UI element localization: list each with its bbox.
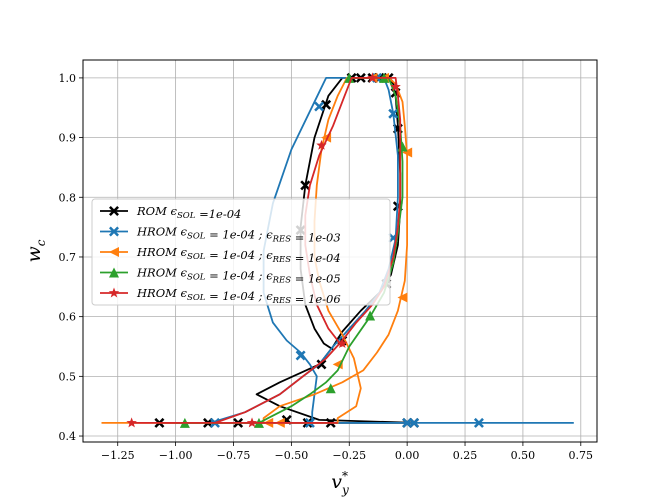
legend-label: HROM ϵSOL = 1e-04 ; ϵRES = 1e-04 (136, 245, 341, 265)
data-point (126, 417, 137, 428)
legend: ROM ϵSOL =1e-04 HROM ϵSOL = 1e-04 ; ϵRES … (91, 198, 391, 306)
x-tick-label: −0.50 (275, 449, 309, 462)
data-point (300, 180, 311, 191)
data-point (388, 108, 399, 119)
data-point (397, 292, 408, 303)
legend-marker (109, 247, 119, 257)
y-tick-label: 1.0 (59, 72, 77, 85)
y-axis-label: wc (23, 239, 48, 262)
data-point (325, 383, 336, 394)
x-tick-label: −1.00 (159, 449, 193, 462)
data-point (365, 310, 376, 321)
y-tick-label: 0.6 (59, 311, 77, 324)
data-point (473, 417, 484, 428)
y-tick-label: 0.8 (59, 191, 77, 204)
x-tick-label: 0.00 (395, 449, 420, 462)
series-layer (101, 72, 574, 428)
data-point (316, 359, 327, 370)
x-tick-label: −1.25 (101, 449, 135, 462)
legend-marker (109, 267, 119, 278)
x-tick-label: −0.75 (217, 449, 251, 462)
legend-label: HROM ϵSOL = 1e-04 ; ϵRES = 1e-06 (136, 286, 341, 306)
data-point (246, 417, 258, 428)
data-point (337, 338, 348, 348)
x-tick-label: 0.50 (511, 449, 536, 462)
data-point (409, 417, 420, 428)
y-tick-label: 0.7 (59, 251, 77, 264)
y-tick-label: 0.4 (59, 430, 77, 443)
x-axis-label: v* y (331, 469, 349, 497)
axis-ticks: −1.25 −1.00 −0.75 −0.50 −0.25 0.00 0.25 0.50 0.7… (59, 72, 594, 462)
x-tick-label: 0.25 (453, 449, 478, 462)
data-point (321, 99, 332, 110)
x-tick-label: 0.75 (569, 449, 594, 462)
legend-item-4: HROM ϵSOL = 1e-04 ; ϵRES = 1e-06 (100, 286, 341, 306)
data-point (344, 72, 355, 83)
data-point (316, 139, 327, 150)
data-point (402, 147, 413, 158)
data-point (314, 101, 325, 112)
legend-marker (109, 206, 119, 216)
data-point (402, 417, 413, 428)
legend-marker (108, 287, 120, 298)
data-point (390, 81, 401, 92)
legend-item-0: ROM ϵSOL =1e-04 (100, 204, 241, 221)
legend-label: HROM ϵSOL = 1e-04 ; ϵRES = 1e-05 (136, 266, 341, 286)
x-tick-label: −0.25 (332, 449, 366, 462)
data-point (295, 350, 306, 361)
legend-item-1: HROM ϵSOL = 1e-04 ; ϵRES = 1e-03 (100, 225, 341, 245)
legend-label: HROM ϵSOL = 1e-04 ; ϵRES = 1e-03 (136, 225, 341, 245)
legend-box (91, 198, 391, 306)
legend-item-2: HROM ϵSOL = 1e-04 ; ϵRES = 1e-04 (100, 245, 341, 265)
y-tick-label: 0.5 (59, 370, 77, 383)
plot-frame (82, 59, 598, 443)
y-tick-label: 0.9 (59, 132, 77, 145)
legend-marker (109, 226, 119, 237)
legend-label: ROM ϵSOL =1e-04 (136, 204, 241, 221)
data-point (367, 72, 378, 83)
legend-item-3: HROM ϵSOL = 1e-04 ; ϵRES = 1e-05 (100, 266, 341, 286)
